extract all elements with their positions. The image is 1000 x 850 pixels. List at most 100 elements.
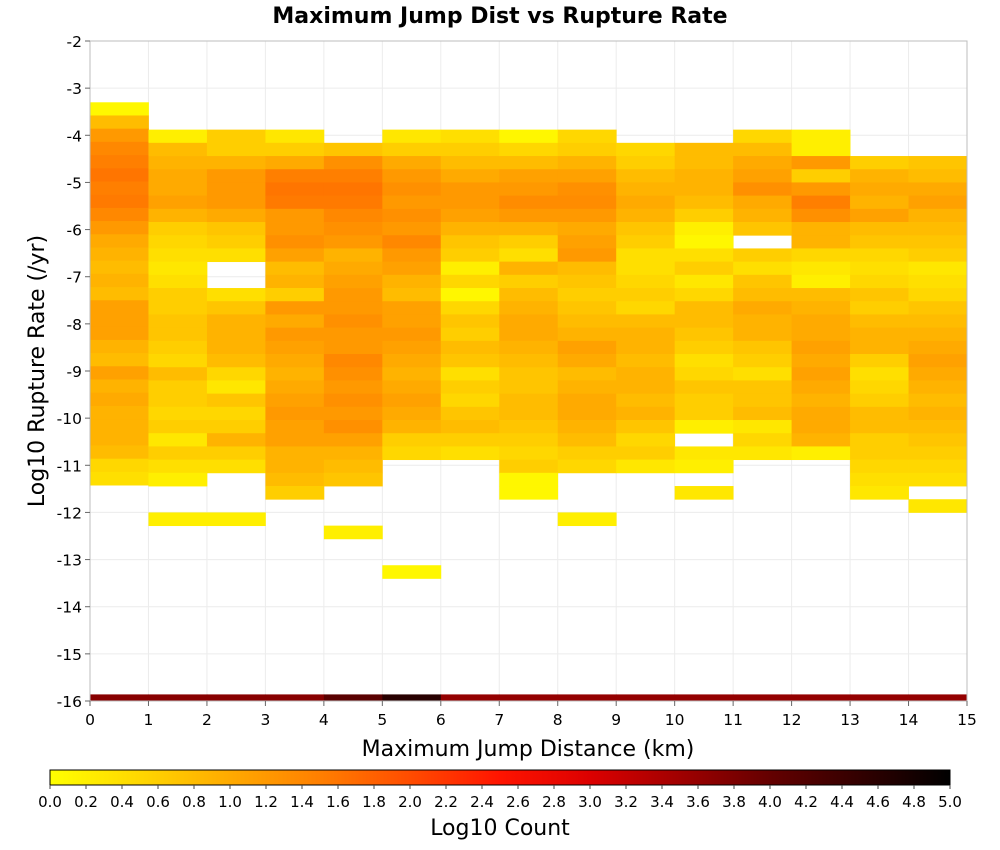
colorbar-tick-label: 2.0 xyxy=(398,793,422,811)
heatmap-cell xyxy=(850,406,909,421)
x-tick-label: 9 xyxy=(611,711,621,729)
x-axis-label: Maximum Jump Distance (km) xyxy=(362,737,695,762)
heatmap-cell-bottom-band xyxy=(90,694,149,701)
heatmap-cell xyxy=(440,222,500,236)
heatmap-cell xyxy=(791,235,851,249)
heatmap-cell xyxy=(616,248,676,263)
heatmap-cell xyxy=(265,354,325,368)
heatmap-cell xyxy=(733,367,792,381)
heatmap-cell xyxy=(382,248,442,263)
heatmap-cell xyxy=(440,367,500,381)
heatmap-cell xyxy=(616,367,676,381)
heatmap-cell xyxy=(674,380,734,395)
heatmap-cell xyxy=(616,195,676,210)
heatmap-cell xyxy=(733,314,792,329)
heatmap-cell xyxy=(499,195,559,210)
heatmap-cell xyxy=(908,195,968,210)
heatmap-cell xyxy=(265,142,325,157)
heatmap-cell xyxy=(908,472,968,487)
heatmap-cell xyxy=(382,420,442,434)
heatmap-cell xyxy=(908,433,968,447)
heatmap-cell xyxy=(90,353,149,367)
heatmap-cell xyxy=(557,512,617,527)
heatmap-cell xyxy=(90,155,149,169)
heatmap-cell xyxy=(791,433,851,447)
heatmap-cell xyxy=(908,354,968,368)
colorbar-tick-label: 4.6 xyxy=(866,793,890,811)
heatmap-cell xyxy=(674,261,734,276)
x-tick-label: 7 xyxy=(494,711,504,729)
heatmap-cell xyxy=(499,354,559,368)
heatmap-cell xyxy=(323,182,383,197)
heatmap-cell xyxy=(557,248,617,263)
heatmap-cell xyxy=(148,446,208,461)
heatmap-cell xyxy=(850,367,909,381)
colorbar-tick-label: 0.4 xyxy=(110,793,134,811)
heatmap-cell xyxy=(908,156,968,170)
heatmap-cell xyxy=(791,156,851,170)
x-tick-label: 12 xyxy=(782,711,802,729)
heatmap-cell xyxy=(791,354,851,368)
heatmap-cell xyxy=(382,406,442,421)
heatmap-cell-bottom-band xyxy=(557,694,617,701)
heatmap-cell xyxy=(440,446,500,461)
heatmap-cell xyxy=(791,142,851,157)
heatmap-cell xyxy=(323,288,383,302)
heatmap-cell xyxy=(440,182,500,197)
heatmap-cell xyxy=(557,274,617,289)
heatmap-cell xyxy=(557,235,617,249)
heatmap-cell xyxy=(265,340,325,355)
heatmap-cell xyxy=(791,288,851,302)
heatmap-cell xyxy=(265,301,325,315)
heatmap-cell xyxy=(850,327,909,342)
y-tick-label: -12 xyxy=(57,504,82,522)
heatmap-cell xyxy=(908,288,968,302)
heatmap-cell xyxy=(206,433,266,447)
heatmap-cell xyxy=(908,327,968,342)
heatmap-cell xyxy=(850,156,909,170)
heatmap-cell xyxy=(90,260,149,275)
heatmap-cell xyxy=(440,142,500,157)
colorbar-tick-label: 2.2 xyxy=(434,793,458,811)
heatmap-cell xyxy=(791,380,851,395)
heatmap-cell-bottom-band xyxy=(850,694,909,701)
heatmap-cell xyxy=(206,156,266,170)
heatmap-cell xyxy=(791,195,851,210)
heatmap-cell xyxy=(850,314,909,329)
heatmap-cell xyxy=(733,393,792,408)
colorbar-tick-label: 2.6 xyxy=(506,793,530,811)
heatmap-cell xyxy=(499,393,559,408)
heatmap-cell xyxy=(440,340,500,355)
heatmap-cell xyxy=(148,354,208,368)
heatmap-cell-bottom-band xyxy=(674,694,734,701)
heatmap-cell xyxy=(674,367,734,381)
heatmap-cell xyxy=(440,354,500,368)
heatmap-cell-bottom-band xyxy=(499,694,559,701)
heatmap-cell xyxy=(265,222,325,236)
heatmap-cell xyxy=(791,261,851,276)
heatmap-cell xyxy=(499,182,559,197)
heatmap-cell xyxy=(148,420,208,434)
heatmap-cell xyxy=(323,142,383,157)
heatmap-cell xyxy=(499,169,559,183)
heatmap-cell xyxy=(90,458,149,473)
heatmap-cell xyxy=(499,486,559,500)
heatmap-cell xyxy=(791,129,851,144)
heatmap-cell xyxy=(265,433,325,447)
heatmap-cell xyxy=(323,459,383,474)
heatmap-cell xyxy=(90,115,149,130)
heatmap-cell xyxy=(616,288,676,302)
colorbar-tick-label: 4.0 xyxy=(758,793,782,811)
heatmap-cell xyxy=(499,327,559,342)
heatmap-cell xyxy=(323,248,383,263)
heatmap-cell xyxy=(616,169,676,183)
heatmap-cell xyxy=(382,340,442,355)
heatmap-cell-bottom-band xyxy=(206,694,266,701)
heatmap-cell xyxy=(850,288,909,302)
heatmap-cell xyxy=(850,420,909,434)
heatmap-cell xyxy=(206,512,266,527)
heatmap-cell xyxy=(382,195,442,210)
heatmap-cell xyxy=(440,248,500,263)
heatmap-cell xyxy=(148,129,208,144)
heatmap-cell xyxy=(557,340,617,355)
